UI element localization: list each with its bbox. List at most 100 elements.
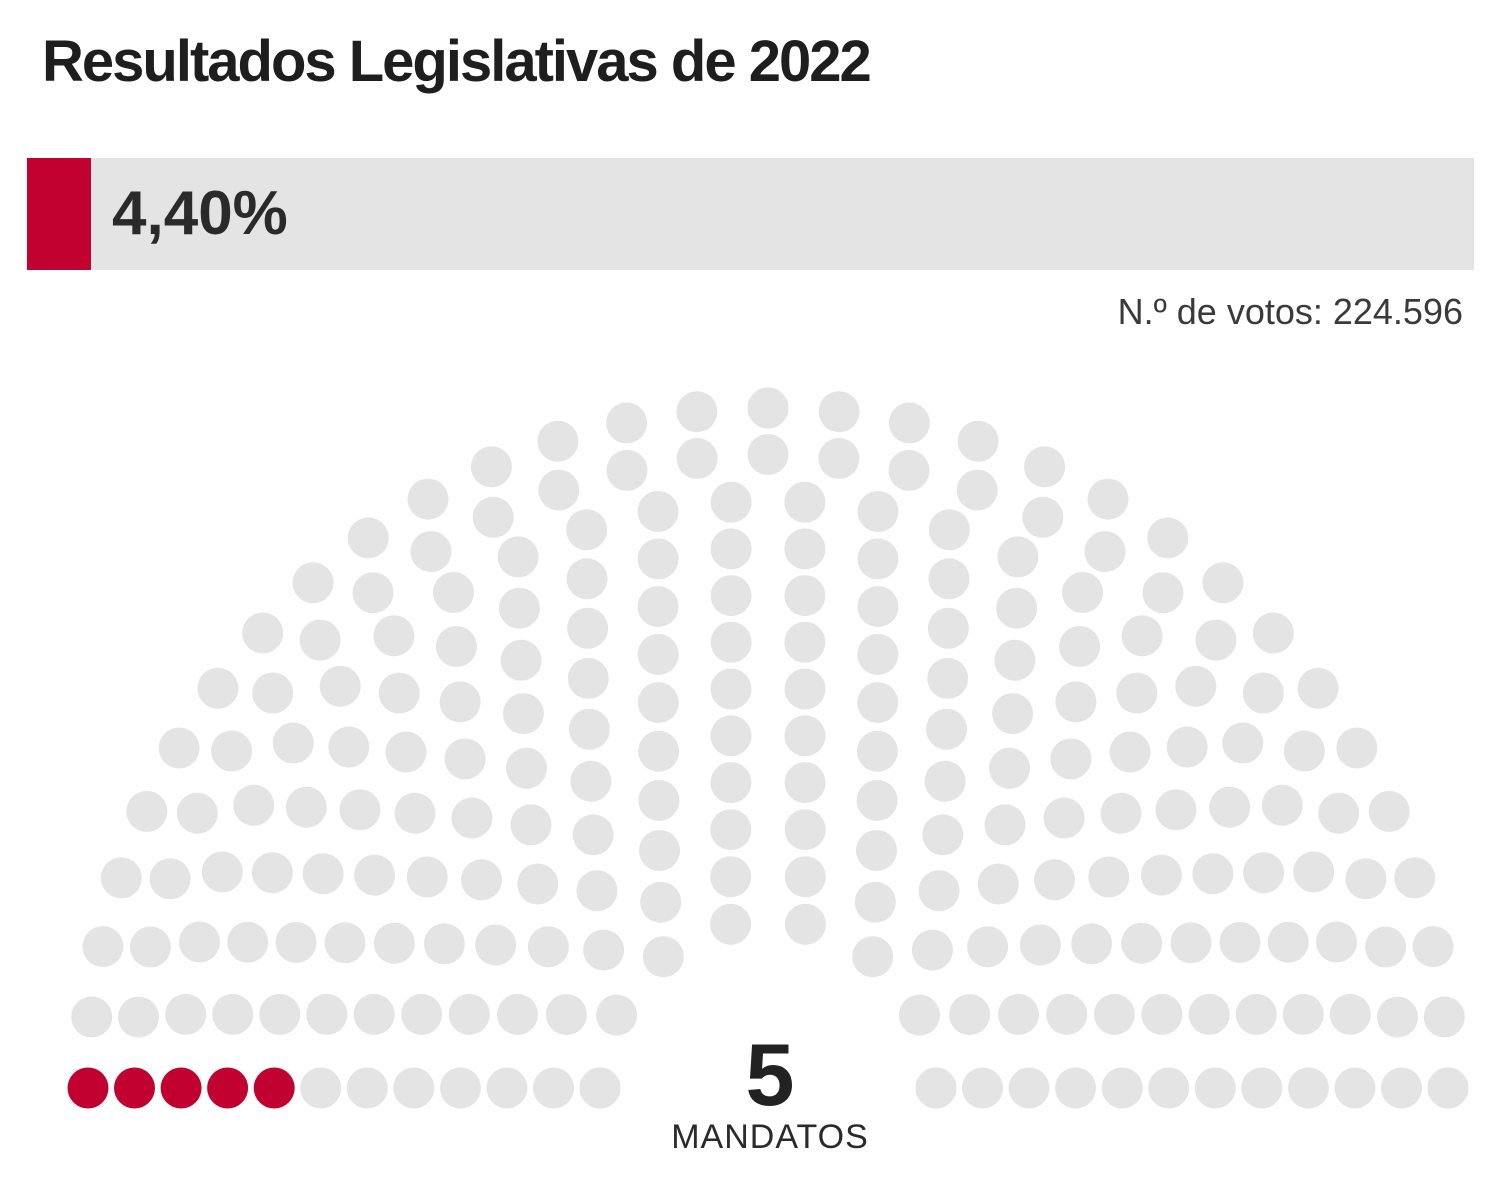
empty-seat (1267, 921, 1309, 963)
party-seat (207, 1067, 249, 1109)
empty-seat (857, 682, 899, 724)
empty-seat (252, 672, 294, 714)
empty-seat (82, 926, 124, 968)
empty-seat (517, 863, 559, 905)
empty-seat (179, 921, 220, 963)
empty-seat (407, 478, 449, 520)
empty-seat (211, 730, 253, 772)
empty-seat (637, 633, 679, 675)
empty-seat (302, 853, 344, 895)
empty-seat (928, 558, 970, 600)
empty-seat (1008, 1067, 1050, 1109)
empty-seat (568, 708, 610, 750)
empty-seat (1336, 727, 1378, 769)
empty-seat (510, 804, 552, 846)
empty-seat (784, 528, 826, 570)
seats-count: 5 (745, 1025, 795, 1124)
empty-seat (856, 730, 898, 772)
empty-seat (433, 572, 474, 613)
empty-seat (100, 857, 142, 899)
empty-seat (927, 657, 969, 699)
empty-seat (537, 420, 579, 462)
empty-seat (997, 536, 1039, 578)
empty-seat (306, 993, 348, 1035)
hemicycle-seat-chart (67, 387, 1469, 1109)
empty-seat (1381, 1067, 1422, 1109)
empty-seat (1222, 722, 1264, 764)
empty-seat (989, 747, 1030, 789)
empty-seat (1062, 572, 1103, 613)
empty-seat (927, 607, 969, 649)
empty-seat (784, 715, 826, 757)
empty-seat (998, 993, 1039, 1035)
empty-seat (1071, 923, 1113, 965)
empty-seat (1195, 619, 1237, 661)
empty-seat (373, 615, 415, 657)
empty-seat (996, 587, 1038, 629)
empty-seat (747, 434, 789, 475)
empty-seat (710, 715, 752, 757)
empty-seat (606, 402, 648, 444)
empty-seat (784, 762, 826, 804)
empty-seat (1050, 738, 1092, 780)
empty-seat (1282, 993, 1324, 1035)
empty-seat (1141, 993, 1183, 1035)
empty-seat (393, 1067, 435, 1109)
empty-seat (857, 586, 899, 628)
empty-seat (676, 438, 718, 479)
empty-seat (676, 391, 718, 433)
empty-seat (1140, 854, 1182, 896)
empty-seat (710, 575, 752, 617)
empty-seat (470, 446, 512, 488)
empty-seat (197, 667, 239, 709)
empty-seat (638, 730, 680, 772)
empty-seat (1046, 993, 1088, 1035)
empty-seat (888, 449, 930, 491)
empty-seat (1059, 626, 1101, 667)
party-seat (160, 1067, 202, 1109)
empty-seat (259, 993, 301, 1035)
empty-seat (710, 856, 752, 898)
party-seat (253, 1067, 295, 1109)
empty-seat (637, 491, 679, 532)
empty-seat (637, 586, 679, 628)
empty-seat (354, 854, 396, 896)
empty-seat (1394, 857, 1436, 899)
empty-seat (149, 858, 191, 900)
empty-seat (498, 587, 540, 629)
empty-seat (1055, 681, 1097, 723)
empty-seat (638, 779, 680, 821)
empty-seat (448, 993, 490, 1035)
empty-seat (272, 722, 314, 764)
empty-seat (1261, 784, 1303, 826)
empty-seat (710, 809, 752, 851)
empty-seat (579, 1067, 621, 1109)
empty-seat (606, 449, 648, 491)
empty-seat (1242, 672, 1284, 714)
empty-seat (1024, 446, 1066, 488)
party-seat (114, 1067, 155, 1109)
empty-seat (1235, 993, 1277, 1035)
empty-seat (201, 851, 243, 893)
empty-seat (129, 926, 171, 968)
empty-seat (497, 993, 538, 1035)
empty-seat (994, 639, 1036, 681)
empty-seat (439, 681, 481, 723)
empty-seat (475, 924, 517, 966)
empty-seat (567, 657, 609, 699)
empty-seat (857, 538, 899, 580)
empty-seat (1377, 996, 1418, 1038)
empty-seat (977, 863, 1019, 905)
empty-seat (435, 626, 477, 667)
empty-seat (572, 814, 614, 856)
empty-seat (423, 923, 465, 965)
empty-seat (784, 856, 826, 898)
empty-seat (1148, 1067, 1190, 1109)
empty-seat (451, 797, 493, 839)
empty-seat (394, 792, 436, 834)
empty-seat (227, 921, 269, 963)
empty-seat (918, 870, 960, 912)
empty-seat (1209, 786, 1251, 828)
empty-seat (784, 903, 826, 945)
empty-seat (957, 420, 999, 462)
